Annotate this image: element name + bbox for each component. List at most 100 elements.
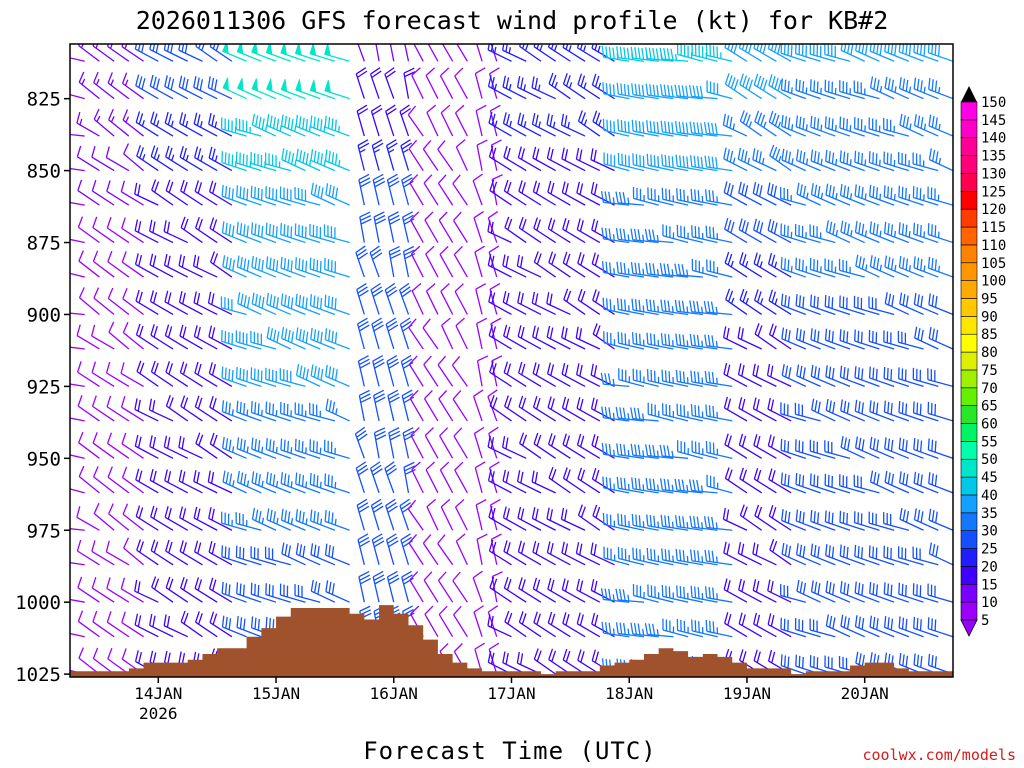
barb-full-feather: [887, 617, 890, 629]
barb-full-feather: [592, 289, 597, 301]
barb-full-feather: [440, 283, 450, 292]
barb-staff: [236, 377, 262, 388]
barb-staff: [401, 179, 410, 206]
barb-full-feather: [905, 187, 907, 200]
barb-staff: [70, 276, 71, 278]
wind-barb: [898, 616, 924, 638]
wind-barb: [324, 80, 350, 100]
barb-full-feather: [697, 405, 700, 418]
wind-barb: [503, 361, 527, 387]
barb-full-feather: [590, 363, 594, 376]
barb-staff: [869, 340, 895, 350]
barb-staff: [222, 265, 247, 278]
barb-half-feather: [642, 450, 645, 457]
wind-barb: [723, 396, 748, 422]
barb-half-feather: [835, 158, 838, 166]
wind-barb: [632, 153, 659, 172]
barb-full-feather: [123, 537, 130, 549]
barb-full-feather: [738, 612, 743, 624]
barb-staff: [740, 120, 763, 137]
barb-full-feather: [310, 149, 314, 161]
barb-full-feather: [505, 77, 510, 89]
wind-barb: [370, 104, 383, 137]
barb-full-feather: [251, 437, 254, 450]
barb-staff: [795, 53, 821, 62]
barb-full-feather: [727, 469, 733, 481]
barb-full-feather: [577, 504, 583, 516]
barb-staff: [723, 373, 748, 387]
barb-full-feather: [360, 215, 372, 222]
barb-full-feather: [724, 251, 730, 264]
barb-staff: [706, 345, 733, 350]
barb-full-feather: [164, 324, 170, 336]
barb-staff: [150, 550, 174, 566]
wind-barb: [163, 614, 189, 638]
barb-full-feather: [694, 586, 697, 598]
barb-full-feather: [265, 438, 268, 450]
barb-full-feather: [722, 507, 726, 520]
barb-full-feather: [141, 44, 145, 53]
barb-staff: [548, 46, 571, 62]
wind-barb: [399, 498, 413, 531]
barb-full-feather: [357, 502, 369, 510]
wind-barb: [401, 570, 414, 603]
wind-barb: [295, 79, 321, 100]
barb-full-feather: [211, 327, 216, 339]
barb-full-feather: [666, 48, 671, 60]
barb-staff: [898, 162, 924, 172]
barb-staff: [195, 442, 218, 459]
wind-barb: [91, 540, 115, 566]
barb-staff: [487, 396, 498, 422]
wind-barb: [385, 317, 399, 350]
wind-barb: [121, 466, 144, 494]
barb-full-feather: [290, 331, 294, 343]
wind-barb: [266, 326, 292, 350]
barb-staff: [869, 161, 895, 172]
barb-staff: [123, 153, 145, 172]
barb-staff: [401, 576, 410, 603]
wind-barb: [561, 181, 586, 206]
wind-barb: [309, 44, 336, 62]
barb-staff: [411, 290, 424, 315]
barb-full-feather: [328, 184, 332, 197]
barb-full-feather: [703, 516, 708, 528]
wind-barb: [439, 245, 454, 278]
barb-full-feather: [474, 426, 485, 435]
barb-full-feather: [358, 321, 369, 328]
barb-full-feather: [649, 333, 653, 345]
barb-half-feather: [835, 192, 838, 200]
barb-staff: [407, 114, 424, 137]
barb-full-feather: [280, 256, 283, 269]
wind-barb: [385, 139, 398, 171]
barb-full-feather: [196, 114, 201, 126]
barb-full-feather: [193, 291, 197, 303]
barb-half-feather: [732, 123, 736, 130]
wind-barb: [531, 112, 556, 137]
wind-barb: [265, 44, 291, 62]
barb-full-feather: [302, 151, 306, 164]
barb-full-feather: [535, 579, 541, 591]
wind-barb: [400, 139, 412, 171]
barb-full-feather: [272, 295, 276, 308]
barb-full-feather: [707, 156, 711, 168]
barb-full-feather: [357, 108, 369, 116]
wind-barb: [913, 222, 939, 244]
barb-full-feather: [565, 75, 571, 87]
barb-full-feather: [276, 118, 280, 130]
barb-staff: [476, 539, 483, 565]
barb-full-feather: [165, 539, 170, 552]
wind-barb: [899, 292, 924, 316]
barb-full-feather: [317, 582, 321, 595]
barb-staff: [107, 45, 130, 62]
wind-barb: [561, 326, 586, 350]
barb-full-feather: [908, 44, 912, 56]
barb-full-feather: [92, 647, 99, 659]
barb-full-feather: [106, 611, 112, 623]
barb-full-feather: [373, 574, 385, 581]
barb-full-feather: [310, 579, 314, 592]
barb-full-feather: [516, 75, 521, 88]
barb-full-feather: [795, 327, 799, 340]
barb-full-feather: [334, 153, 338, 165]
wind-barb: [897, 546, 924, 566]
